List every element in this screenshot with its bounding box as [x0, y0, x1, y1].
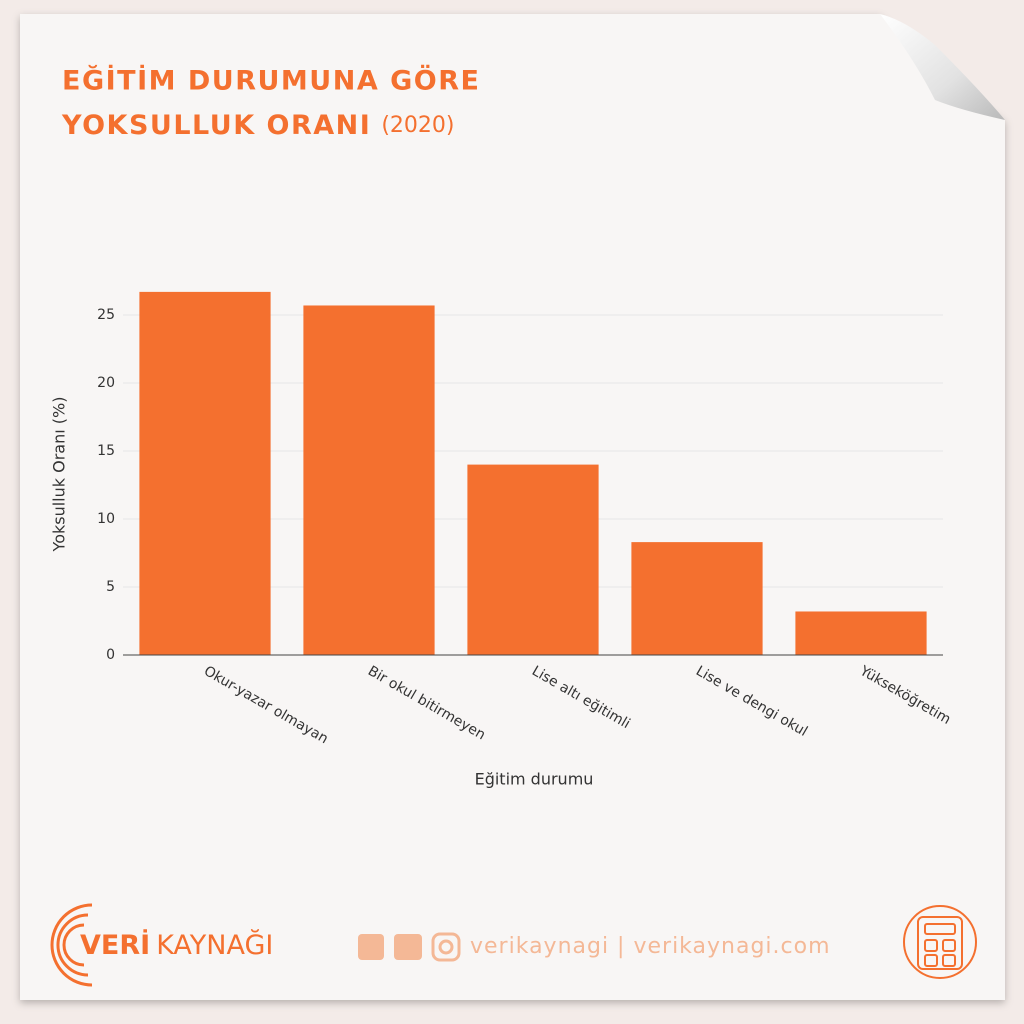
x-axis-label: Eğitim durumu: [475, 770, 594, 789]
page-curl: [880, 14, 1005, 120]
social-text: verikaynagi | verikaynagi.com: [470, 934, 831, 959]
bar: [795, 611, 927, 655]
y-tick-label: 10: [97, 511, 115, 527]
brand-rest: KAYNAĞI: [156, 929, 273, 961]
title-line: YOKSULLUK ORANI (2020): [61, 110, 454, 141]
title-year: (2020): [381, 113, 454, 138]
bar: [139, 291, 271, 655]
bar: [467, 464, 599, 655]
y-tick-label: 0: [106, 647, 115, 663]
title-line: EĞİTİM DURUMUNA GÖRE: [62, 64, 480, 97]
bar: [631, 542, 763, 655]
calculator-icon: [903, 905, 977, 979]
bar: [303, 305, 435, 655]
y-tick-label: 25: [97, 307, 115, 323]
y-tick-label: 20: [97, 375, 115, 391]
brand-name: VERİ KAYNAĞI: [80, 929, 273, 961]
brand-bold: VERİ: [80, 929, 150, 961]
y-tick-label: 15: [97, 443, 115, 459]
y-tick-label: 5: [106, 579, 115, 595]
title-line: YOKSULLUK ORANI: [61, 110, 371, 141]
y-axis-label: Yoksulluk Oranı (%): [50, 397, 69, 553]
logo: VERİ KAYNAĞI: [50, 903, 273, 987]
social-icons: [358, 932, 461, 962]
